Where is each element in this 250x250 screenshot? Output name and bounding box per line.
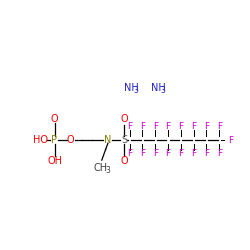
Text: P: P [52, 135, 58, 145]
Text: NH: NH [124, 83, 139, 93]
Text: F: F [216, 150, 222, 158]
Text: 3: 3 [106, 166, 110, 175]
Text: F: F [166, 150, 170, 158]
Text: F: F [178, 150, 184, 158]
Text: F: F [204, 122, 209, 131]
Text: F: F [166, 122, 170, 131]
Text: F: F [140, 122, 145, 131]
Text: F: F [153, 122, 158, 131]
Text: 3: 3 [161, 86, 166, 94]
Text: F: F [216, 122, 222, 131]
Text: F: F [153, 150, 158, 158]
Text: F: F [191, 150, 196, 158]
Text: N: N [104, 135, 112, 145]
Text: O: O [120, 156, 128, 166]
Text: O: O [51, 114, 58, 124]
Text: F: F [127, 122, 132, 131]
Text: F: F [191, 122, 196, 131]
Text: F: F [178, 122, 184, 131]
Text: HO: HO [33, 135, 48, 145]
Text: F: F [228, 136, 234, 144]
Text: NH: NH [152, 83, 166, 93]
Text: S: S [121, 135, 127, 145]
Text: F: F [127, 150, 132, 158]
Text: 3: 3 [134, 86, 138, 94]
Text: F: F [140, 150, 145, 158]
Text: O: O [67, 135, 74, 145]
Text: F: F [204, 150, 209, 158]
Text: OH: OH [47, 156, 62, 166]
Text: CH: CH [93, 163, 107, 173]
Text: O: O [120, 114, 128, 124]
